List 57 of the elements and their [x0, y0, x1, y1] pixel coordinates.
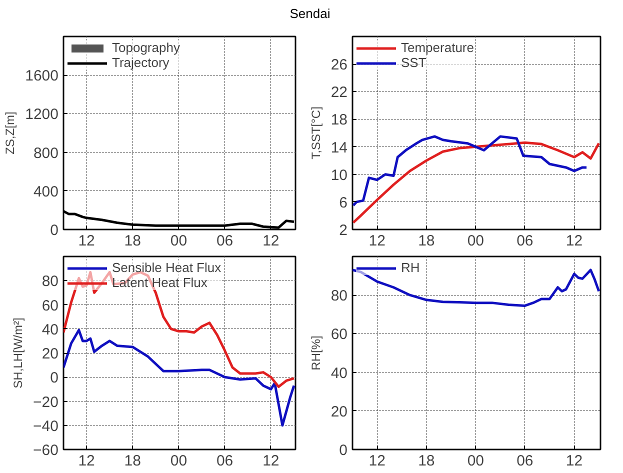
x-tick-label: 12 — [566, 232, 583, 250]
x-tick-label: 06 — [216, 232, 234, 250]
x-tick-label: 12 — [566, 452, 583, 470]
y-tick-label: 20 — [330, 403, 348, 420]
legend-label: SST — [401, 55, 426, 70]
x-tick-label: 18 — [418, 232, 435, 250]
y-tick-label: 0 — [50, 370, 58, 387]
legend-label: Temperature — [401, 40, 474, 55]
x-tick-label: 18 — [124, 232, 141, 250]
y-tick-label: 80 — [42, 273, 59, 290]
y-axis-title: SH,LH[W/m²] — [11, 318, 26, 388]
y-tick-label: 2 — [339, 222, 348, 239]
x-tick-label: 12 — [368, 232, 386, 250]
y-tick-label: 40 — [330, 364, 348, 382]
chart-title: Sendai — [290, 5, 330, 23]
y-tick-label: 1200 — [25, 106, 59, 124]
y-tick-label: 22 — [330, 84, 348, 102]
x-tick-label: 12 — [368, 452, 386, 470]
y-axis-title: T,SST[°C] — [308, 106, 323, 160]
y-tick-label: 10 — [330, 166, 348, 184]
y-tick-label: 1600 — [25, 68, 59, 85]
y-tick-label: −20 — [33, 394, 59, 411]
x-tick-label: 12 — [78, 232, 95, 250]
y-axis-title: RH[%] — [308, 336, 323, 370]
y-tick-label: 20 — [42, 346, 59, 362]
legend-label: Topography — [112, 40, 180, 55]
y-axis-title: ZS,Z[m] — [3, 112, 18, 154]
y-tick-label: 6 — [339, 194, 348, 212]
y-tick-label: 40 — [42, 321, 59, 338]
y-tick-label: 400 — [33, 183, 59, 200]
y-tick-label: 60 — [330, 326, 348, 344]
x-tick-label: 06 — [216, 452, 234, 470]
y-tick-label: −60 — [33, 442, 59, 459]
y-tick-label: 14 — [330, 139, 348, 156]
legend-label: RH — [401, 260, 421, 275]
x-tick-label: 06 — [516, 452, 534, 470]
x-tick-label: 18 — [124, 452, 141, 470]
legend-label: Sensible Heat Flux — [112, 260, 222, 275]
y-tick-label: 80 — [330, 288, 348, 305]
x-tick-label: 00 — [467, 452, 484, 470]
x-tick-label: 12 — [262, 232, 280, 250]
y-tick-label: 60 — [42, 297, 59, 314]
x-tick-label: 06 — [516, 232, 534, 250]
x-tick-label: 18 — [418, 452, 435, 470]
x-tick-label: 00 — [467, 232, 484, 250]
y-tick-label: 0 — [339, 442, 348, 459]
y-tick-label: 800 — [33, 144, 59, 162]
y-tick-label: 0 — [50, 222, 58, 239]
y-tick-label: −40 — [33, 418, 59, 435]
y-tick-label: 26 — [330, 56, 348, 74]
x-tick-label: 00 — [170, 232, 188, 250]
x-tick-label: 12 — [262, 452, 280, 470]
x-tick-label: 12 — [78, 452, 95, 470]
x-tick-label: 00 — [170, 452, 188, 470]
legend-label: Trajectory — [112, 55, 170, 70]
legend-label: Latent Heat Flux — [112, 275, 208, 290]
y-tick-label: 18 — [330, 112, 348, 129]
